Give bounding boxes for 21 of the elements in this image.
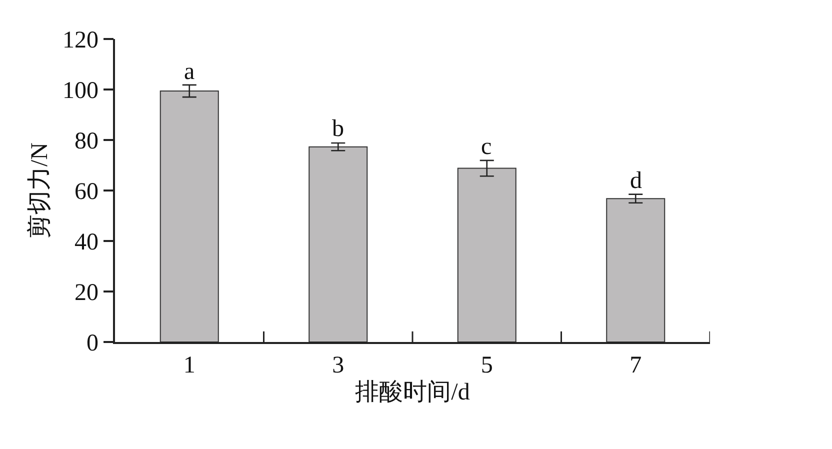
annotation: a — [184, 59, 195, 85]
y-tick-label: 60 — [74, 178, 98, 205]
y-tick-label: 0 — [86, 330, 98, 356]
bar — [160, 90, 219, 342]
annotation: b — [332, 116, 344, 142]
x-tick-label: 5 — [480, 352, 493, 379]
annotation: d — [630, 168, 642, 194]
bar — [457, 168, 516, 342]
x-tick-label: 1 — [183, 352, 196, 379]
y-tick-label: 100 — [62, 78, 98, 104]
x-axis-title: 排酸时间/d — [355, 379, 470, 406]
x-tick-label: 7 — [630, 352, 642, 379]
y-tick-label: 40 — [74, 229, 98, 256]
y-tick-label: 20 — [74, 280, 98, 306]
x-tick-label: 3 — [332, 352, 344, 379]
y-tick-label: 80 — [74, 128, 98, 154]
annotation: c — [481, 134, 492, 160]
y-tick-label: 120 — [62, 27, 98, 54]
y-axis-title: 剪切力/N — [26, 142, 54, 238]
bar — [606, 198, 666, 342]
bar — [308, 146, 368, 342]
